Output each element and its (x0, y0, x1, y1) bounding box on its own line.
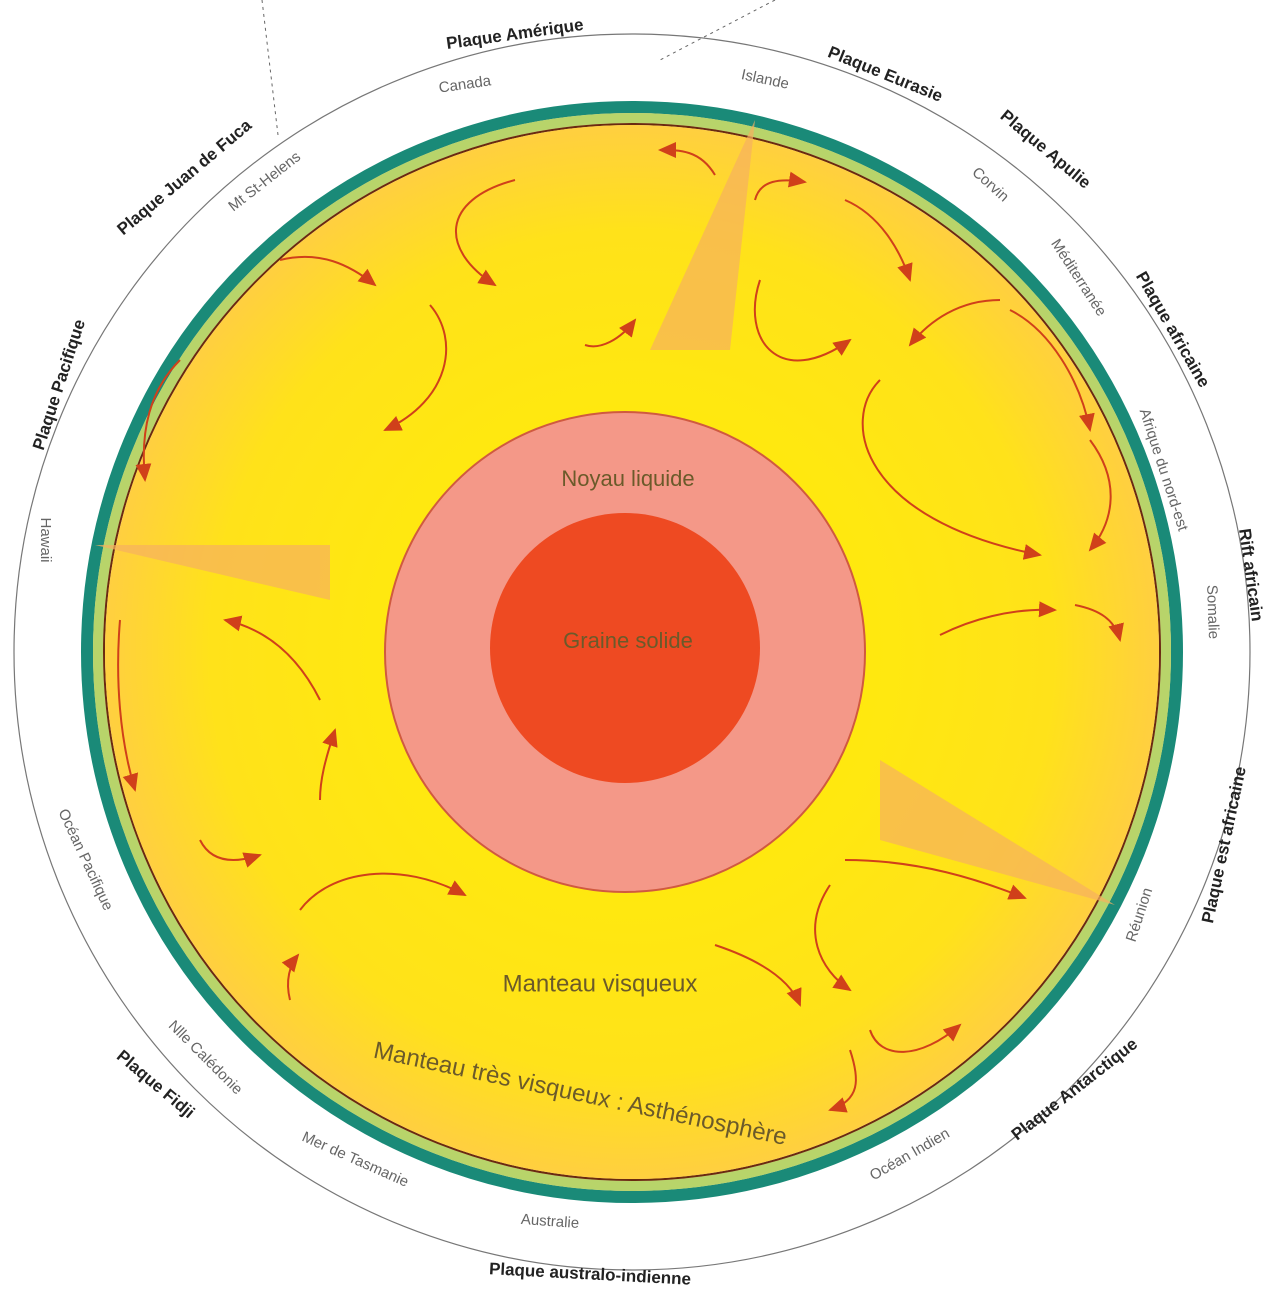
boundary (103, 123, 1161, 1181)
lithosphere (81, 101, 1183, 1203)
place-label: Océan Pacifique (55, 806, 117, 913)
mantle-label: Manteau visqueux (503, 970, 698, 997)
plate-label: Plaque africaine (1132, 268, 1214, 390)
place-label: Canada (438, 72, 493, 96)
inner-core (490, 513, 760, 783)
convection-arrows (117, 142, 1124, 1113)
plate-label: Plaque australo-indienne (489, 1259, 692, 1289)
place-label: Australie (520, 1211, 579, 1232)
place-label: Hawaii (37, 517, 54, 562)
pointers (261, 0, 776, 136)
inner-core-label: Graine solide (563, 628, 693, 653)
outer-core-label: Noyau liquide (561, 466, 694, 491)
place-label: Somalie (1203, 585, 1222, 640)
plate-label: Plaque est africaine (1198, 765, 1250, 925)
plate-label: Plaque Juan de Fuca (113, 115, 255, 239)
plate-label: Plaque Pacifique (29, 317, 89, 452)
plumes (95, 120, 1115, 905)
green-layer (93, 113, 1171, 1191)
place-label: Mt St-Helens (225, 148, 304, 215)
plate-label: Plaque Amérique (445, 15, 585, 53)
place-label: Islande (740, 66, 791, 93)
outer-ring (13, 33, 1251, 1271)
place-label: Réunion (1123, 886, 1156, 944)
plate-label: Plaque Eurasie (825, 42, 945, 105)
place-label: Corvin (969, 164, 1013, 206)
plate-label: Plaque Fidji (113, 1046, 198, 1122)
plate-label: Plaque Apulie (997, 106, 1095, 192)
plate-label: Plaque Antarctique (1008, 1034, 1141, 1144)
plate-label: Rift africain (1235, 527, 1267, 622)
